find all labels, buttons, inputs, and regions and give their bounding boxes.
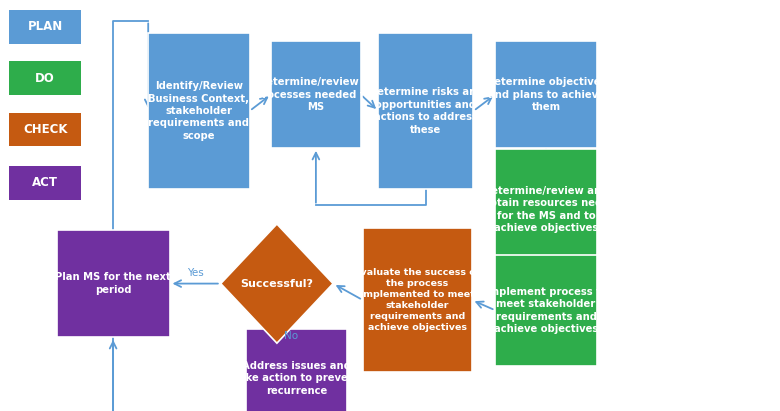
Text: Determine/review of
processes needed for
MS: Determine/review of processes needed for… <box>255 77 377 112</box>
FancyBboxPatch shape <box>495 149 597 270</box>
FancyBboxPatch shape <box>9 113 81 146</box>
Text: Plan MS for the next
period: Plan MS for the next period <box>55 272 171 295</box>
Text: Determine/review and
obtain resources need
for the MS and to
achieve objectives: Determine/review and obtain resources ne… <box>483 186 609 233</box>
FancyBboxPatch shape <box>271 41 360 148</box>
FancyBboxPatch shape <box>9 10 81 44</box>
FancyBboxPatch shape <box>495 255 597 366</box>
FancyBboxPatch shape <box>9 61 81 95</box>
FancyBboxPatch shape <box>9 166 81 200</box>
Text: Evaluate the success of
the process
implemented to meet
stakeholder
requirements: Evaluate the success of the process impl… <box>354 268 480 332</box>
Text: No: No <box>284 331 298 341</box>
FancyBboxPatch shape <box>495 41 597 148</box>
Text: DO: DO <box>35 72 55 85</box>
Text: Determine risks and
opportunities and
actions to address
these: Determine risks and opportunities and ac… <box>369 88 483 134</box>
Text: Implement process to
meet stakeholder
requirements and
achieve objectives: Implement process to meet stakeholder re… <box>484 287 608 334</box>
Text: CHECK: CHECK <box>23 123 68 136</box>
Text: Yes: Yes <box>187 268 204 278</box>
FancyBboxPatch shape <box>246 329 347 411</box>
FancyBboxPatch shape <box>378 33 473 189</box>
FancyBboxPatch shape <box>148 33 250 189</box>
FancyBboxPatch shape <box>363 228 472 372</box>
Text: PLAN: PLAN <box>27 20 63 33</box>
Text: ACT: ACT <box>32 176 58 189</box>
Text: Address issues and
take action to prevent
recurrence: Address issues and take action to preven… <box>233 361 360 395</box>
Polygon shape <box>221 224 333 343</box>
FancyBboxPatch shape <box>56 230 169 337</box>
Text: Identify/Review
Business Context,
stakeholder
requirements and
scope: Identify/Review Business Context, stakeh… <box>148 81 250 141</box>
Text: Successful?: Successful? <box>240 279 314 289</box>
Text: Determine objectives
and plans to achieve
them: Determine objectives and plans to achiev… <box>486 77 606 112</box>
